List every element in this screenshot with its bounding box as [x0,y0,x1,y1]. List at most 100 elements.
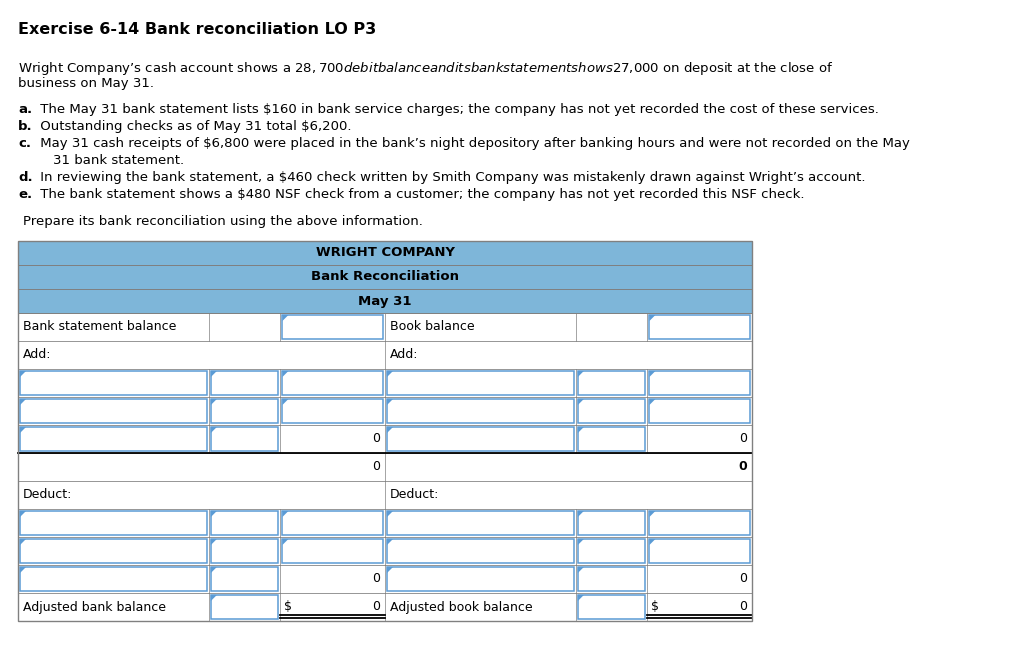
Polygon shape [211,511,217,517]
Text: e.: e. [18,188,32,201]
Bar [18,341,752,369]
Text: Deduct:: Deduct: [23,488,73,501]
Bar [578,539,645,563]
Polygon shape [387,539,393,545]
Bar [18,509,752,537]
Bar [578,399,645,423]
Text: Deduct:: Deduct: [390,488,439,501]
Polygon shape [649,511,655,517]
Bar [211,399,279,423]
Text: 0: 0 [739,433,746,446]
Bar [387,539,573,563]
Bar [18,289,752,313]
Bar [211,371,279,395]
Bar [211,595,279,619]
Text: Adjusted book balance: Adjusted book balance [390,601,532,614]
Text: Add:: Add: [390,348,419,362]
Polygon shape [387,511,393,517]
Text: b.: b. [18,120,33,133]
Polygon shape [649,539,655,545]
Polygon shape [20,371,26,377]
Text: 0: 0 [372,461,380,474]
Bar [283,399,383,423]
Polygon shape [578,371,584,377]
Bar [649,371,750,395]
Polygon shape [20,539,26,545]
Bar [578,595,645,619]
Bar [18,241,752,621]
Bar [18,593,752,621]
Bar [387,371,573,395]
Bar [283,315,383,339]
Text: 0: 0 [738,461,746,474]
Polygon shape [20,427,26,433]
Polygon shape [211,595,217,601]
Text: Wright Company’s cash account shows a $28,700 debit balance and its bank stateme: Wright Company’s cash account shows a $2… [18,60,834,77]
Polygon shape [578,427,584,433]
Polygon shape [211,567,217,573]
Bar [578,427,645,451]
Text: 31 bank statement.: 31 bank statement. [36,154,184,167]
Text: The May 31 bank statement lists $160 in bank service charges; the company has no: The May 31 bank statement lists $160 in … [36,103,879,116]
Polygon shape [387,567,393,573]
Polygon shape [283,371,289,377]
Bar [578,511,645,535]
Text: d.: d. [18,171,33,184]
Bar [20,539,207,563]
Bar [211,539,279,563]
Polygon shape [283,511,289,517]
Text: Book balance: Book balance [390,320,475,333]
Bar [18,425,752,453]
Text: May 31 cash receipts of $6,800 were placed in the bank’s night depository after : May 31 cash receipts of $6,800 were plac… [36,137,910,150]
Bar [387,567,573,591]
Polygon shape [649,315,655,321]
Text: Prepare its bank reconciliation using the above information.: Prepare its bank reconciliation using th… [23,215,423,228]
Bar [387,511,573,535]
Bar [283,539,383,563]
Polygon shape [387,371,393,377]
Polygon shape [211,399,217,405]
Text: 0: 0 [372,601,380,614]
Polygon shape [283,539,289,545]
Polygon shape [578,399,584,405]
Text: Bank statement balance: Bank statement balance [23,320,176,333]
Text: business on May 31.: business on May 31. [18,77,154,90]
Text: Bank Reconciliation: Bank Reconciliation [311,271,459,284]
Bar [20,399,207,423]
Text: 0: 0 [739,572,746,585]
Polygon shape [211,539,217,545]
Polygon shape [211,427,217,433]
Bar [20,427,207,451]
Polygon shape [649,399,655,405]
Text: WRIGHT COMPANY: WRIGHT COMPANY [315,247,455,260]
Bar [18,537,752,565]
Bar [20,511,207,535]
Text: Outstanding checks as of May 31 total $6,200.: Outstanding checks as of May 31 total $6… [36,120,351,133]
Text: a.: a. [18,103,32,116]
Bar [18,397,752,425]
Bar [18,453,752,481]
Bar [18,241,752,265]
Polygon shape [20,399,26,405]
Bar [387,427,573,451]
Bar [387,399,573,423]
Text: $: $ [285,601,293,614]
Text: The bank statement shows a $480 NSF check from a customer; the company has not y: The bank statement shows a $480 NSF chec… [36,188,805,201]
Text: c.: c. [18,137,31,150]
Polygon shape [578,511,584,517]
Polygon shape [578,567,584,573]
Text: 0: 0 [739,601,746,614]
Polygon shape [649,371,655,377]
Bar [211,427,279,451]
Polygon shape [211,371,217,377]
Bar [649,511,750,535]
Bar [18,369,752,397]
Bar [649,399,750,423]
Bar [18,481,752,509]
Polygon shape [578,539,584,545]
Text: In reviewing the bank statement, a $460 check written by Smith Company was mista: In reviewing the bank statement, a $460 … [36,171,865,184]
Bar [649,315,750,339]
Bar [649,539,750,563]
Bar [20,371,207,395]
Text: Exercise 6-14 Bank reconciliation LO P3: Exercise 6-14 Bank reconciliation LO P3 [18,22,376,37]
